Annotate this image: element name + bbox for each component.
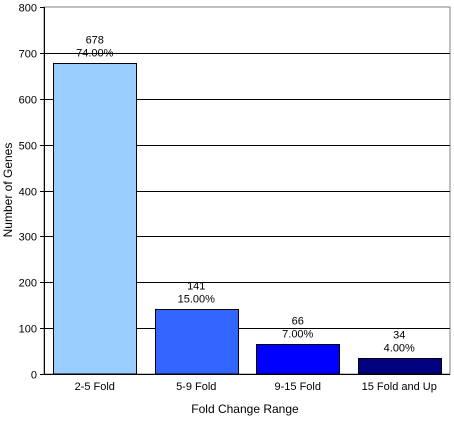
y-tick-label: 600 <box>19 95 37 107</box>
bar-percent-label: 15.00% <box>178 294 216 306</box>
axes: 0 100 200 300 400 500 600 700 800 2-5 Fold 5-9 Fol… <box>19 3 450 393</box>
x-tick-label: 2-5 Fold <box>75 381 115 393</box>
bar-2 <box>256 344 340 375</box>
bar-percent-label: 7.00% <box>282 329 313 341</box>
y-tick-label: 200 <box>19 278 37 290</box>
bar-value-label: 34 <box>393 330 405 342</box>
bar-value-label: 141 <box>187 281 205 293</box>
x-tick-label: 5-9 Fold <box>176 381 216 393</box>
y-tick-label: 500 <box>19 141 37 153</box>
y-tick-label: 800 <box>19 3 37 15</box>
bar-value-label: 66 <box>292 316 304 328</box>
bar-percent-label: 74.00% <box>76 48 114 60</box>
y-tick-label: 100 <box>19 324 37 336</box>
y-tick-label: 0 <box>31 370 37 382</box>
y-tick-label: 400 <box>19 187 37 199</box>
bar-percent-label: 4.00% <box>384 343 415 355</box>
x-axis-title: Fold Change Range <box>191 402 299 416</box>
bar-0 <box>53 63 137 375</box>
bar-value-label: 678 <box>86 35 104 47</box>
bars <box>53 63 442 375</box>
x-tick-label: 9-15 Fold <box>275 381 321 393</box>
bar-1 <box>155 309 239 375</box>
y-tick-label: 300 <box>19 232 37 244</box>
y-axis-title: Number of Genes <box>1 143 15 238</box>
bar-3 <box>358 358 442 375</box>
x-tick-label: 15 Fold and Up <box>362 381 437 393</box>
y-tick-label: 700 <box>19 49 37 61</box>
